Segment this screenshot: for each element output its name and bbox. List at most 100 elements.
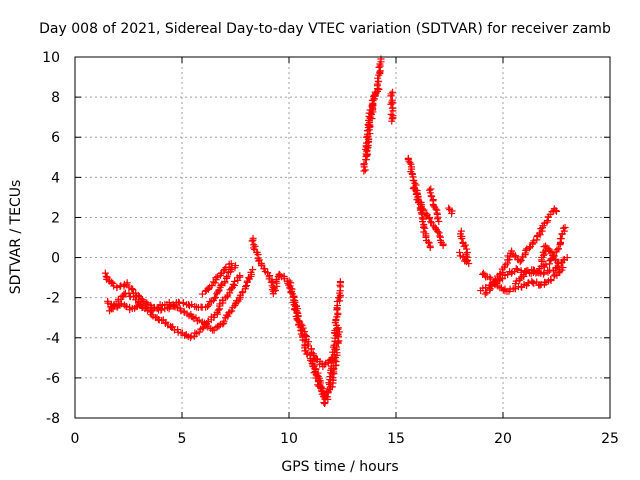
data-point (329, 374, 337, 382)
data-point (212, 274, 220, 282)
data-point (211, 279, 219, 287)
data-point (321, 361, 329, 369)
y-tick-labels: -8 -6 -4 -2 0 2 4 6 8 10 (42, 50, 60, 427)
data-point (365, 109, 373, 117)
data-point (499, 286, 507, 294)
data-point (374, 78, 382, 86)
data-point (445, 204, 453, 212)
y-tick-label: -6 (46, 371, 60, 387)
data-point (330, 365, 338, 373)
data-point (526, 244, 534, 252)
data-point (129, 286, 137, 294)
data-point (195, 328, 203, 336)
data-point (328, 383, 336, 391)
data-point (110, 282, 118, 290)
data-point (249, 236, 257, 244)
data-point (374, 74, 382, 82)
data-point (512, 265, 520, 273)
data-point (436, 232, 444, 240)
series-sdtvar (101, 55, 571, 407)
y-tick-label: -8 (46, 411, 60, 427)
data-point (536, 281, 544, 289)
data-point (220, 317, 228, 325)
x-tick-labels: 0 5 10 15 20 25 (71, 431, 619, 447)
data-point (120, 290, 128, 298)
data-point (424, 238, 432, 246)
data-point (435, 217, 443, 225)
data-point (204, 323, 212, 331)
y-tick-label: 10 (42, 50, 60, 66)
data-point (243, 282, 251, 290)
data-point (231, 277, 239, 285)
data-point (368, 96, 376, 104)
data-point (550, 252, 558, 260)
data-point (250, 244, 258, 252)
data-point (336, 278, 344, 286)
data-point (516, 258, 524, 266)
data-point (428, 192, 436, 200)
data-point (530, 237, 538, 245)
x-tick-label: 5 (178, 431, 187, 447)
data-point (366, 113, 374, 121)
data-point (425, 239, 433, 247)
data-point (406, 159, 414, 167)
data-point (334, 324, 342, 332)
data-point (336, 297, 344, 305)
data-point (242, 283, 249, 291)
data-point (563, 254, 571, 262)
data-point (479, 269, 487, 277)
data-point (554, 258, 562, 266)
data-points (101, 55, 571, 407)
data-point (389, 88, 397, 96)
data-point (513, 266, 521, 274)
data-point (128, 285, 136, 293)
data-point (228, 307, 236, 315)
data-point (458, 235, 466, 243)
data-point (361, 166, 369, 174)
data-point (426, 244, 434, 252)
data-point (387, 100, 395, 108)
y-tick-label: 0 (51, 251, 60, 267)
data-point (419, 205, 427, 213)
data-point (202, 322, 210, 330)
data-point (139, 296, 147, 304)
data-point (463, 258, 471, 266)
data-point (217, 281, 225, 289)
data-point (179, 299, 187, 307)
data-point (211, 294, 219, 302)
data-point (224, 312, 232, 320)
data-point (559, 264, 567, 272)
data-point (554, 245, 562, 253)
data-point (155, 304, 163, 312)
data-point (427, 218, 435, 226)
data-point (508, 247, 516, 255)
data-point (293, 308, 301, 316)
data-point (549, 251, 557, 259)
data-point (173, 304, 181, 312)
data-point (553, 207, 560, 215)
tick-marks (74, 56, 611, 419)
data-point (555, 260, 563, 268)
data-point (333, 343, 341, 351)
data-point (204, 285, 212, 293)
data-point (216, 300, 224, 308)
y-tick-label: -4 (46, 331, 60, 347)
data-point (223, 272, 231, 280)
data-point (227, 260, 235, 268)
data-point (490, 278, 498, 286)
data-point (302, 347, 310, 355)
data-point (104, 299, 112, 307)
data-point (557, 235, 565, 243)
y-tick-label: 2 (51, 210, 60, 226)
data-point (522, 246, 530, 254)
x-tick-label: 15 (387, 431, 405, 447)
data-point (285, 277, 293, 285)
data-point (434, 228, 442, 236)
data-point (439, 242, 447, 250)
data-point (214, 306, 222, 314)
data-point (311, 362, 319, 370)
data-point (553, 246, 561, 254)
x-tick-label: 20 (494, 431, 512, 447)
data-point (101, 269, 109, 277)
